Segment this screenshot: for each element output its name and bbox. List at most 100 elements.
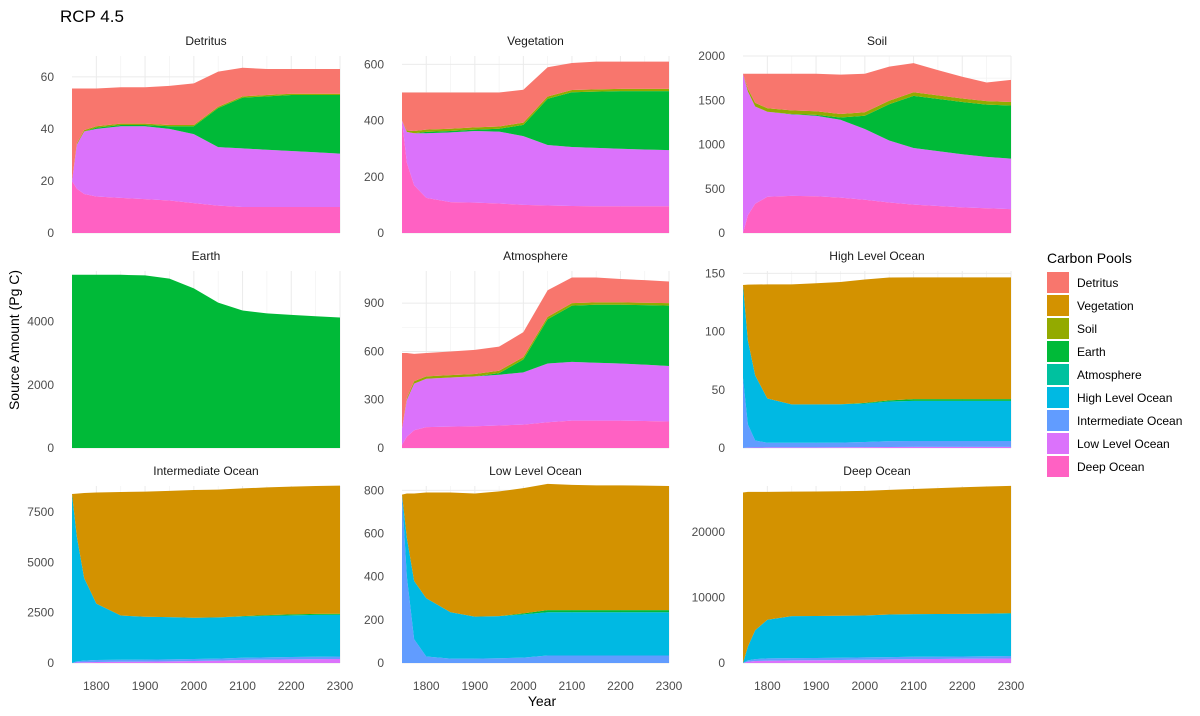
legend-label: Earth: [1077, 345, 1106, 359]
y-tick-label: 1000: [698, 138, 725, 152]
area-detritus-earth: [72, 95, 340, 181]
y-tick-label: 0: [47, 656, 54, 670]
area-vegetation-earth: [402, 91, 669, 151]
panel-high-level-ocean: High Level Ocean 0 50 100 150: [705, 249, 1012, 455]
y-tick-label: 600: [364, 526, 384, 540]
y-tick-label: 600: [364, 344, 384, 358]
y-tick-label: 300: [364, 393, 384, 407]
y-tick-label: 500: [705, 182, 725, 196]
legend-title: Carbon Pools: [1047, 250, 1132, 266]
y-tick-label: 0: [377, 441, 384, 455]
legend-swatch: [1047, 387, 1069, 408]
panel-earth: Earth 0 2000 4000: [27, 249, 341, 455]
y-tick-label: 4000: [27, 315, 54, 329]
panel-title-detritus: Detritus: [185, 34, 226, 48]
panel-atmosphere: Atmosphere 0 300 600 900: [364, 249, 670, 455]
area-low-level-ocean-vegetation: [402, 483, 669, 617]
panel-detritus: Detritus 0 20 40 60: [41, 34, 341, 240]
y-tick-label: 150: [705, 266, 725, 280]
area-deep-ocean-vegetation: [743, 485, 1011, 663]
area-earth-earth: [72, 274, 340, 448]
legend-swatch: [1047, 364, 1069, 385]
y-tick-label: 0: [718, 226, 725, 240]
legend-label: Low Level Ocean: [1077, 437, 1170, 451]
y-tick-label: 600: [364, 57, 384, 71]
legend-label: Detritus: [1077, 276, 1118, 290]
area-soil-detritus: [743, 63, 1011, 114]
legend-items: Detritus Vegetation Soil Earth Atmosphere Hig…: [1047, 272, 1182, 477]
y-tick-label: 2000: [698, 49, 725, 63]
panel-title-intermediate-ocean: Intermediate Ocean: [153, 464, 258, 478]
area-soil-low-level-ocean: [743, 73, 1011, 233]
y-tick-label: 100: [705, 325, 725, 339]
area-high-level-ocean-vegetation: [743, 277, 1011, 405]
legend-swatch: [1047, 318, 1069, 339]
area-intermediate-ocean-intermediate-ocean: [72, 656, 340, 663]
area-vegetation-detritus: [402, 61, 669, 132]
y-tick-label: 0: [718, 441, 725, 455]
x-tick-label: 1900: [803, 679, 830, 693]
legend-label: Soil: [1077, 322, 1097, 336]
area-deep-ocean-high-level-ocean: [743, 613, 1011, 663]
legend-label: Intermediate Ocean: [1077, 414, 1182, 428]
x-tick-label: 2100: [900, 679, 927, 693]
area-atmosphere-detritus: [402, 277, 669, 429]
y-tick-label: 0: [47, 441, 54, 455]
legend-item-atmosphere: Atmosphere: [1047, 364, 1142, 385]
legend-item-earth: Earth: [1047, 341, 1106, 362]
x-axis-title: Year: [528, 693, 557, 709]
y-tick-label: 60: [41, 70, 55, 84]
chart-panels: Detritus 0 20 40 60 Vegetation 0 200 400 600 Soil 0…: [27, 34, 1024, 693]
legend-item-detritus: Detritus: [1047, 272, 1118, 293]
panel-title-deep-ocean: Deep Ocean: [843, 464, 910, 478]
y-tick-label: 0: [377, 226, 384, 240]
legend-label: High Level Ocean: [1077, 391, 1172, 405]
x-tick-label: 1800: [413, 679, 440, 693]
y-tick-label: 50: [712, 383, 726, 397]
chart-title: RCP 4.5: [60, 7, 124, 26]
area-vegetation-deep-ocean: [402, 120, 669, 233]
area-intermediate-ocean-high-level-ocean: [72, 494, 340, 663]
area-soil-earth: [743, 73, 1011, 159]
legend: Carbon Pools Detritus Vegetation Soil Earth…: [1047, 250, 1182, 477]
x-tick-label: 2000: [510, 679, 537, 693]
x-tick-label: 1900: [132, 679, 159, 693]
legend-swatch: [1047, 272, 1069, 293]
area-low-level-ocean-high-level-ocean: [402, 494, 669, 659]
panel-title-earth: Earth: [192, 249, 221, 263]
x-tick-label: 1900: [461, 679, 488, 693]
y-tick-label: 20000: [692, 525, 726, 539]
area-soil-deep-ocean: [743, 195, 1011, 233]
area-detritus-deep-ocean: [72, 180, 340, 233]
area-high-level-ocean-low-level-ocean: [743, 446, 1011, 448]
x-tick-label: 2000: [851, 679, 878, 693]
area-high-level-ocean-intermediate-ocean: [743, 378, 1011, 448]
legend-item-high-level-ocean: High Level Ocean: [1047, 387, 1172, 408]
area-atmosphere-low-level-ocean: [402, 361, 669, 445]
area-detritus-low-level-ocean: [72, 126, 340, 207]
area-detritus-detritus: [72, 67, 340, 181]
y-tick-label: 40: [41, 122, 55, 136]
panel-soil: Soil 0 500 1000 1500 2000: [698, 34, 1012, 240]
area-atmosphere-deep-ocean: [402, 420, 669, 448]
area-atmosphere-earth: [402, 304, 669, 429]
panel-title-low-level-ocean: Low Level Ocean: [489, 464, 582, 478]
legend-label: Deep Ocean: [1077, 460, 1144, 474]
area-deep-ocean-intermediate-ocean: [743, 656, 1011, 663]
area-vegetation-soil: [402, 88, 669, 134]
x-tick-label: 2300: [656, 679, 683, 693]
legend-label: Vegetation: [1077, 299, 1134, 313]
panel-deep-ocean: Deep Ocean 0 10000 20000 1800 1900 2000 2100 220…: [692, 464, 1025, 693]
legend-item-deep-ocean: Deep Ocean: [1047, 456, 1144, 477]
area-intermediate-ocean-low-level-ocean: [72, 658, 340, 663]
area-vegetation-low-level-ocean: [402, 120, 669, 207]
y-tick-label: 0: [718, 656, 725, 670]
y-tick-label: 2000: [27, 378, 54, 392]
area-high-level-ocean-high-level-ocean: [743, 284, 1011, 443]
legend-swatch: [1047, 341, 1069, 362]
legend-item-intermediate-ocean: Intermediate Ocean: [1047, 410, 1182, 431]
x-tick-label: 2300: [327, 679, 354, 693]
x-tick-label: 2000: [180, 679, 207, 693]
y-tick-label: 0: [47, 226, 54, 240]
